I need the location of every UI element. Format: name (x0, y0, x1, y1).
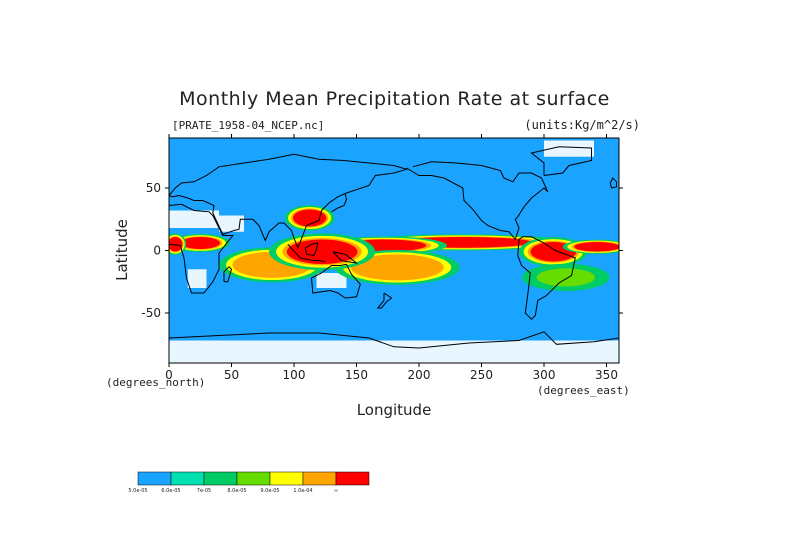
coastline-nz (376, 292, 393, 309)
legend-label: 7e-05 (197, 488, 211, 494)
x-tick-label: 100 (283, 368, 306, 382)
missing-region-1 (169, 210, 219, 228)
coastline-madagascar (223, 266, 233, 283)
legend-swatch (236, 471, 271, 486)
coastline-s-america (517, 236, 576, 321)
missing-region-2 (219, 215, 244, 232)
x-tick-label: 150 (345, 368, 368, 382)
legend-label: 8.0e-05 (227, 488, 246, 494)
precip-band-5 (180, 237, 220, 249)
coastline-n-america (406, 161, 549, 241)
color-legend: 5.0e-05 6.0e-05 7e-05 8.0e-05 9.0e-05 1.0e-04… (128, 471, 370, 494)
precip-band-9 (536, 268, 595, 287)
precip-band-4 (286, 239, 358, 264)
y-tick-label: -50 (141, 306, 161, 320)
precip-band-7 (574, 242, 619, 252)
precip-band-2 (355, 255, 439, 279)
coastline-greenland (530, 146, 592, 176)
y-axis-title: Latitude (113, 219, 131, 281)
x-tick-label: 350 (595, 368, 618, 382)
missing-region-5 (544, 140, 594, 157)
legend-swatch (203, 471, 238, 486)
units-label: (units:Kg/m^2/s) (524, 118, 640, 132)
coastline-japan (331, 194, 348, 213)
coastline-new-guinea (332, 251, 359, 264)
x-axis-title: Longitude (357, 401, 432, 419)
legend-swatch (335, 471, 370, 486)
coastline-antarctica (169, 331, 619, 349)
file-label: [PRATE_1958-04_NCEP.nc] (172, 119, 325, 132)
x-tick-label: 300 (533, 368, 556, 382)
coastline-europe-asia (169, 153, 409, 250)
x-unit-label: (degrees_east) (537, 384, 630, 397)
precip-band-10 (293, 209, 327, 227)
coastline-australia (311, 263, 361, 299)
missing-region-3 (316, 273, 347, 288)
legend-swatch (302, 471, 337, 486)
missing-region-0 (169, 340, 619, 363)
coastline-africa (169, 203, 234, 294)
x-tick-label: 0 (165, 368, 173, 382)
x-tick-label: 200 (408, 368, 431, 382)
coastline-indonesia (287, 243, 326, 263)
chart-title: Monthly Mean Precipitation Rate at surfa… (179, 88, 610, 110)
plot-area (168, 137, 620, 364)
legend-label: 9.0e-05 (260, 488, 279, 494)
legend-label: 6.0e-05 (161, 488, 180, 494)
x-tick-label: 50 (224, 368, 239, 382)
legend-label: 5.0e-05 (128, 488, 147, 494)
coastline-borneo (304, 242, 319, 257)
legend-swatch (269, 471, 304, 486)
legend-swatch (137, 471, 172, 486)
coastline-uk (609, 177, 617, 189)
legend-label: ∞ (334, 488, 338, 494)
legend-swatch (170, 471, 205, 486)
x-tick-label: 250 (470, 368, 493, 382)
precip-band-8 (169, 237, 183, 252)
legend-label: 1.0e-04 (293, 488, 312, 494)
missing-region-4 (187, 269, 207, 288)
y-tick-label: 0 (153, 244, 161, 258)
y-tick-label: 50 (146, 181, 161, 195)
y-unit-label: (degrees_north) (106, 376, 205, 389)
